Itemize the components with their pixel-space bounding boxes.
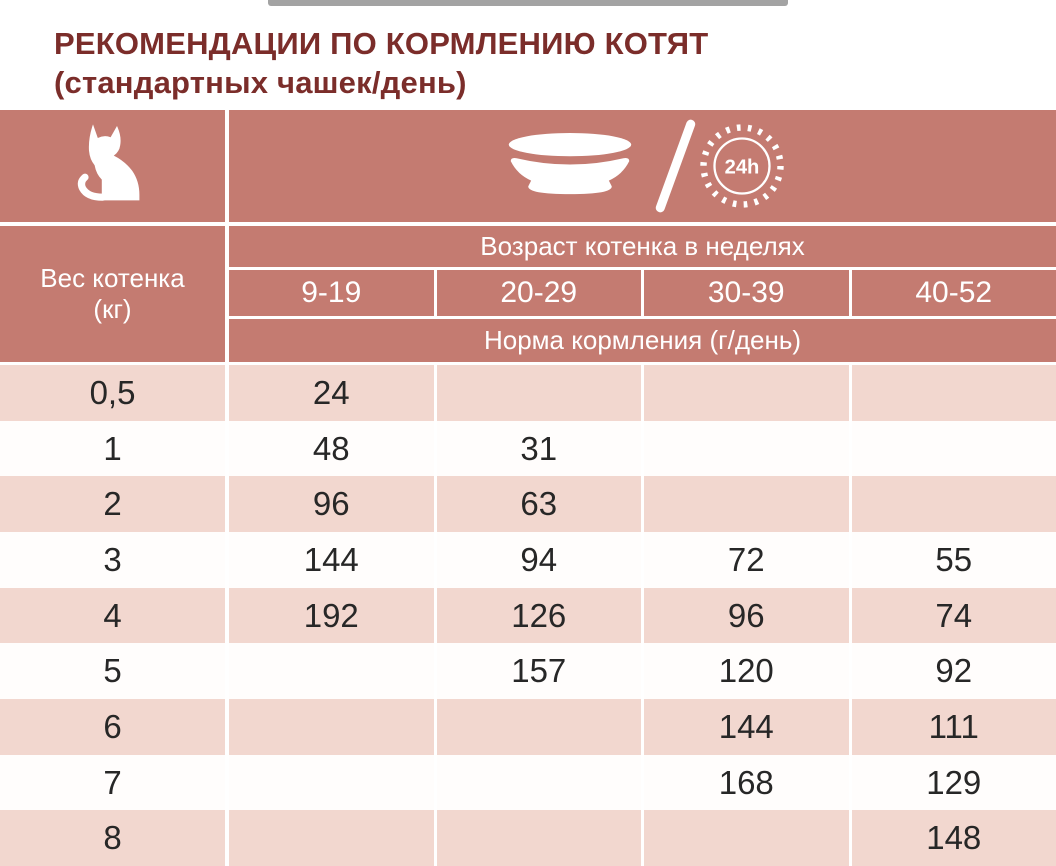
- value-cell: 72: [644, 532, 852, 588]
- value-cell: 148: [851, 810, 1056, 866]
- value-cell: [436, 365, 644, 421]
- weight-label-line-1: Вес котенка: [40, 263, 185, 293]
- weight-column-header: Вес котенка (кг): [0, 226, 229, 362]
- value-cell: [229, 699, 437, 755]
- value-cell: [644, 365, 852, 421]
- value-cell: [436, 699, 644, 755]
- value-cell: 24: [229, 365, 437, 421]
- value-cell: [644, 476, 852, 533]
- icon-band: 24h: [0, 110, 1056, 222]
- value-cell: [644, 420, 852, 477]
- value-cell: 120: [644, 643, 852, 700]
- feeding-norm-label: Норма кормления (г/день): [229, 319, 1056, 362]
- value-cell: 55: [851, 532, 1056, 588]
- value-cell: [851, 476, 1056, 533]
- table-row: 6 144 111: [0, 699, 1056, 755]
- value-cell: 129: [851, 754, 1056, 811]
- value-cell: 157: [436, 643, 644, 700]
- weight-cell: 8: [0, 810, 229, 866]
- value-cell: 48: [229, 420, 437, 477]
- age-header-group: Возраст котенка в неделях 9-19 20-29 30-…: [229, 226, 1056, 362]
- table-row: 1 48 31: [0, 420, 1056, 477]
- value-cell: [851, 365, 1056, 421]
- weight-cell: 6: [0, 699, 229, 755]
- value-cell: [229, 643, 437, 700]
- weight-cell: 5: [0, 643, 229, 700]
- value-cell: 63: [436, 476, 644, 533]
- weight-cell: 4: [0, 587, 229, 644]
- table-row: 2 96 63: [0, 476, 1056, 533]
- icons-cell: 24h: [229, 110, 1056, 222]
- weight-cell: 1: [0, 420, 229, 477]
- age-col-9-19: 9-19: [229, 270, 437, 316]
- feeding-table-body: 0,5 24 1 48 31 2 96 63 3 144 94 72 55 4 …: [0, 365, 1056, 866]
- value-cell: [229, 810, 437, 866]
- weight-cell: 2: [0, 476, 229, 533]
- food-bowl-icon: [508, 132, 632, 195]
- value-cell: [436, 810, 644, 866]
- weight-cell: 3: [0, 532, 229, 588]
- page-title: РЕКОМЕНДАЦИИ ПО КОРМЛЕНИЮ КОТЯТ (стандар…: [0, 0, 1056, 110]
- value-cell: [644, 810, 852, 866]
- age-range-row: 9-19 20-29 30-39 40-52: [229, 270, 1056, 319]
- value-cell: 94: [436, 532, 644, 588]
- age-col-40-52: 40-52: [851, 270, 1056, 316]
- value-cell: [229, 754, 437, 811]
- age-group-label: Возраст котенка в неделях: [229, 226, 1056, 270]
- value-cell: 144: [644, 699, 852, 755]
- table-header: Вес котенка (кг) Возраст котенка в недел…: [0, 226, 1056, 362]
- table-row: 0,5 24: [0, 365, 1056, 421]
- table-row: 8 148: [0, 810, 1056, 866]
- value-cell: 144: [229, 532, 437, 588]
- value-cell: 111: [851, 699, 1056, 755]
- value-cell: 96: [644, 587, 852, 644]
- table-row: 7 168 129: [0, 754, 1056, 811]
- value-cell: 168: [644, 754, 852, 811]
- weight-label-line-2: (кг): [93, 294, 132, 324]
- clock-label: 24h: [725, 156, 760, 178]
- weight-cell: 0,5: [0, 365, 229, 421]
- table-row: 4 192 126 96 74: [0, 587, 1056, 644]
- table-row: 5 157 120 92: [0, 643, 1056, 700]
- value-cell: 92: [851, 643, 1056, 700]
- value-cell: 126: [436, 587, 644, 644]
- cat-icon-cell: [0, 110, 229, 222]
- age-col-20-29: 20-29: [436, 270, 644, 316]
- value-cell: 74: [851, 587, 1056, 644]
- title-line-2: (стандартных чашек/день): [54, 65, 467, 100]
- cropped-top-edge: [268, 0, 788, 6]
- weight-cell: 7: [0, 754, 229, 811]
- value-cell: 192: [229, 587, 437, 644]
- value-cell: 31: [436, 420, 644, 477]
- age-col-30-39: 30-39: [644, 270, 852, 316]
- slash-divider: [654, 118, 697, 214]
- title-line-1: РЕКОМЕНДАЦИИ ПО КОРМЛЕНИЮ КОТЯТ: [54, 26, 709, 61]
- value-cell: 96: [229, 476, 437, 533]
- table-row: 3 144 94 72 55: [0, 532, 1056, 588]
- cat-icon: [77, 124, 139, 201]
- value-cell: [436, 754, 644, 811]
- clock-24h-icon: 24h: [700, 124, 784, 208]
- value-cell: [851, 420, 1056, 477]
